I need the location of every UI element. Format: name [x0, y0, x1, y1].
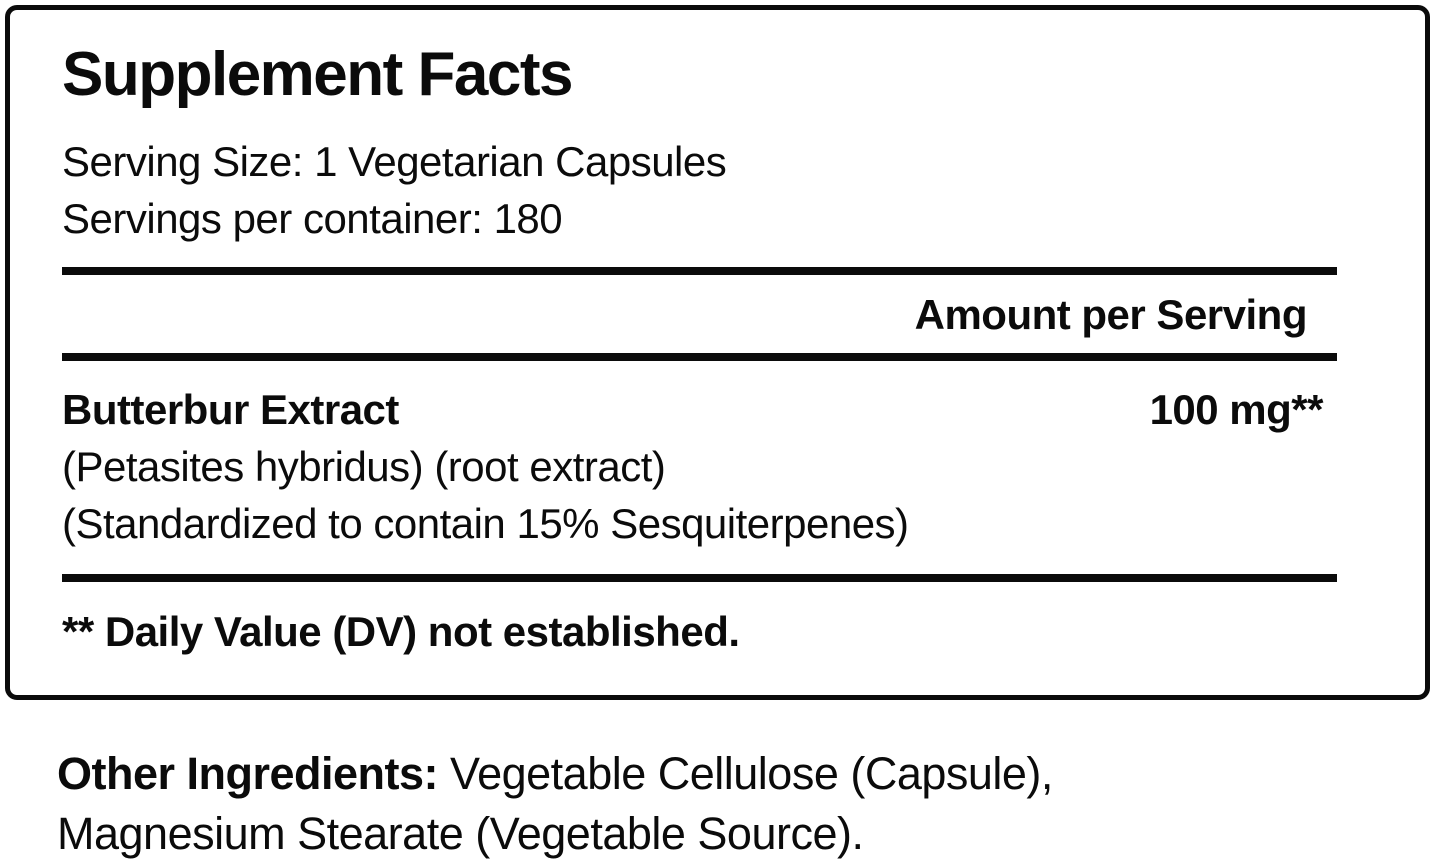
panel-title: Supplement Facts	[62, 40, 574, 109]
nutrient-detail-source: (Petasites hybridus) (root extract)	[62, 443, 666, 491]
nutrient-row: Butterbur Extract 100 mg**	[62, 381, 1337, 438]
divider-top	[62, 267, 1337, 276]
servings-per-container-line: Servings per container: 180	[62, 195, 563, 243]
divider-bottom	[62, 574, 1337, 583]
other-ingredients-text1: Vegetable Cellulose (Capsule),	[438, 748, 1053, 799]
other-ingredients-label: Other Ingredients:	[57, 748, 439, 799]
serving-info: Serving Size: 1 Vegetarian Capsules Serv…	[62, 133, 1337, 247]
serving-size-line: Serving Size: 1 Vegetarian Capsules	[62, 138, 727, 186]
other-ingredients-section: Other Ingredients: Vegetable Cellulose (…	[57, 744, 1375, 860]
divider-header	[62, 353, 1337, 362]
nutrient-amount: 100 mg**	[1149, 386, 1324, 434]
nutrient-detail-standardization: (Standardized to contain 15% Sesquiterpe…	[62, 500, 909, 548]
nutrient-name: Butterbur Extract	[62, 386, 399, 434]
other-ingredients-line2: Magnesium Stearate (Vegetable Source).	[57, 808, 864, 859]
daily-value-footnote: ** Daily Value (DV) not established.	[62, 608, 740, 656]
other-ingredients-line1: Other Ingredients: Vegetable Cellulose (…	[57, 744, 1375, 804]
supplement-facts-panel: Supplement Facts Serving Size: 1 Vegetar…	[5, 5, 1430, 700]
amount-per-serving-header: Amount per Serving	[914, 291, 1308, 339]
